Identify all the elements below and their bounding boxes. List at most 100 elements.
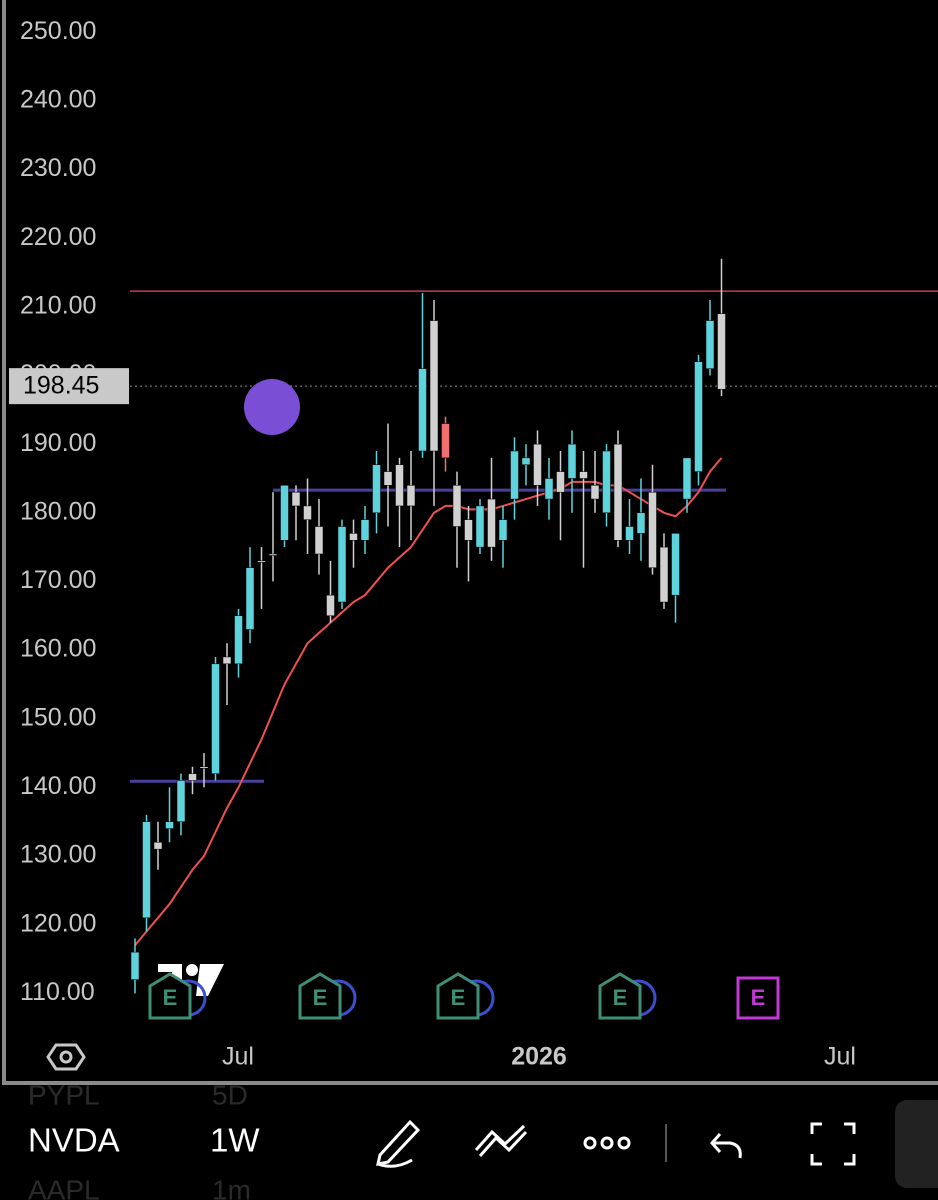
candle-body [199, 766, 209, 769]
earnings-badge [436, 972, 480, 1020]
candle-body [602, 450, 611, 514]
candle-body [533, 443, 542, 486]
x-axis-label: Jul [824, 1043, 856, 1071]
candle-body [613, 443, 623, 541]
earnings-label: E [313, 985, 328, 1010]
y-tick-label: 240.00 [20, 86, 96, 114]
earnings-label: E [613, 985, 628, 1010]
marker-dot [244, 379, 300, 435]
earnings-marker[interactable]: E [436, 972, 495, 1020]
x-axis-label: 2026 [511, 1043, 567, 1071]
more-icon[interactable] [583, 1136, 631, 1150]
earnings-label: E [451, 985, 466, 1010]
earnings-label: E [163, 985, 178, 1010]
candle-body [372, 464, 381, 514]
candle-body [694, 361, 703, 472]
y-tick-label: 230.00 [20, 154, 96, 182]
candle-body [441, 423, 450, 459]
candle-body [257, 560, 266, 563]
earnings-badge [598, 972, 642, 1020]
candle-body [165, 821, 174, 829]
candle-body [234, 615, 243, 665]
candle-body [222, 656, 232, 665]
candle-body [682, 457, 692, 500]
candle-body [579, 471, 588, 479]
candle-body [303, 505, 312, 520]
candle-body [464, 519, 473, 541]
candle-body [671, 533, 680, 596]
candle-body [153, 842, 163, 850]
moving-average [134, 457, 723, 946]
last-price-label: 198.45 [23, 372, 99, 400]
candle-body [395, 464, 404, 507]
candle-body [280, 485, 289, 541]
candle-body [521, 457, 531, 465]
draw-icon[interactable] [376, 1119, 421, 1168]
interval[interactable]: 1W [210, 1122, 260, 1159]
side-button[interactable] [895, 1100, 938, 1188]
y-tick-label: 220.00 [20, 223, 96, 251]
candle-body [544, 478, 554, 500]
chart-frame [2, 0, 938, 1085]
y-tick-label: 120.00 [20, 909, 96, 937]
y-tick-label: 180.00 [20, 497, 96, 525]
y-tick-label: 210.00 [20, 291, 96, 319]
candle-body [176, 780, 186, 822]
y-tick-label: 140.00 [20, 772, 96, 800]
candle-body [268, 553, 278, 556]
candle-layer [130, 258, 726, 994]
candle-body [211, 663, 220, 774]
prev-interval[interactable]: 5D [212, 1079, 248, 1110]
candle-body [498, 519, 508, 541]
candle-body [659, 546, 669, 603]
candle-body [142, 821, 151, 919]
candle-body [418, 368, 427, 452]
settings-icon[interactable] [46, 1043, 86, 1071]
candle-body [510, 450, 519, 500]
candle-body [475, 505, 485, 548]
undo-icon[interactable] [709, 1133, 742, 1159]
y-tick-label: 150.00 [20, 703, 96, 731]
candle-body [314, 526, 324, 555]
candle-body [349, 533, 358, 541]
candle-body [383, 471, 393, 486]
y-tick-label: 130.00 [20, 841, 96, 869]
candle-body [567, 443, 577, 479]
earnings-marker[interactable]: E [736, 976, 780, 1020]
earnings-label: E [751, 985, 766, 1010]
earnings-badge [298, 972, 342, 1020]
earnings-marker[interactable]: E [598, 972, 657, 1020]
candle-body [487, 498, 496, 548]
earnings-marker[interactable]: E [298, 972, 357, 1020]
candle-body [245, 567, 255, 630]
candle-body [717, 313, 726, 390]
candle-body [636, 512, 646, 534]
grid-layer: 110.00 120.00 130.00 140.00 150.00 160.00 170.… [9, 17, 938, 1071]
next-symbol[interactable]: AAPL [28, 1174, 100, 1200]
y-tick-label: 250.00 [20, 17, 96, 45]
toolbar: PYPL 5D NVDA 1W AAPL 1m [28, 1079, 938, 1200]
y-tick-label: 170.00 [20, 566, 96, 594]
last-price-box [9, 368, 129, 405]
y-tick-label: 160.00 [20, 635, 96, 663]
candle-body [188, 773, 197, 781]
y-tick-label: 110.00 [20, 978, 95, 1006]
candle-body [360, 519, 370, 541]
earnings-marker[interactable]: E [148, 972, 207, 1020]
next-interval[interactable]: 1m [212, 1174, 251, 1200]
trend-icon[interactable] [474, 1124, 528, 1157]
prev-symbol[interactable]: PYPL [28, 1079, 100, 1110]
symbol[interactable]: NVDA [28, 1122, 120, 1159]
earnings-badge [148, 972, 192, 1020]
earnings-badge [736, 976, 780, 1020]
candle-body [130, 951, 140, 980]
candle-body [406, 485, 416, 507]
candle-body [648, 491, 657, 568]
candle-body [452, 485, 462, 527]
y-tick-label: 190.00 [20, 429, 96, 457]
candle-body [326, 594, 335, 617]
candle-body [556, 471, 565, 493]
candle-body [291, 491, 301, 507]
fullscreen-icon[interactable] [810, 1122, 856, 1166]
